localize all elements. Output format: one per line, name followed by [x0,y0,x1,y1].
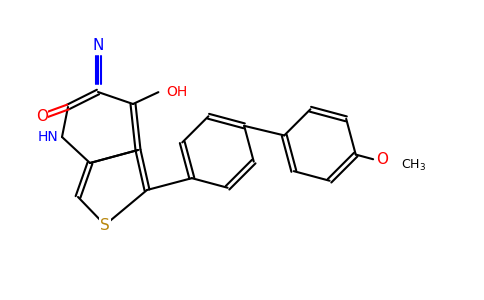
Text: O: O [376,152,388,167]
Text: N: N [92,38,104,53]
Text: CH$_3$: CH$_3$ [401,158,426,173]
Text: O: O [36,109,48,124]
Text: OH: OH [166,85,188,99]
Text: S: S [100,218,110,232]
Text: HN: HN [37,130,58,144]
